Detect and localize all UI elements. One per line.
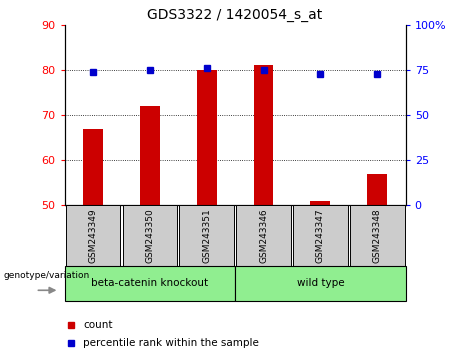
Text: wild type: wild type [296, 278, 344, 288]
Text: GSM243350: GSM243350 [145, 208, 154, 263]
Bar [197, 70, 217, 205]
Bar [123, 205, 177, 266]
Text: percentile rank within the sample: percentile rank within the sample [83, 338, 259, 348]
Bar [310, 201, 331, 205]
Title: GDS3322 / 1420054_s_at: GDS3322 / 1420054_s_at [148, 8, 323, 22]
Text: beta-catenin knockout: beta-catenin knockout [91, 278, 208, 288]
Text: GSM243349: GSM243349 [89, 208, 97, 263]
Text: GSM243351: GSM243351 [202, 208, 211, 263]
Bar [83, 129, 103, 205]
Bar [254, 65, 273, 205]
Bar [350, 205, 405, 266]
Bar [65, 266, 235, 301]
Bar [65, 205, 120, 266]
Text: count: count [83, 320, 113, 330]
Text: genotype/variation: genotype/variation [3, 271, 89, 280]
Bar [367, 174, 387, 205]
Bar [235, 266, 406, 301]
Bar [140, 106, 160, 205]
Text: GSM243347: GSM243347 [316, 208, 325, 263]
Text: GSM243346: GSM243346 [259, 208, 268, 263]
Bar [293, 205, 348, 266]
Text: GSM243348: GSM243348 [373, 208, 382, 263]
Bar [179, 205, 234, 266]
Bar [236, 205, 291, 266]
